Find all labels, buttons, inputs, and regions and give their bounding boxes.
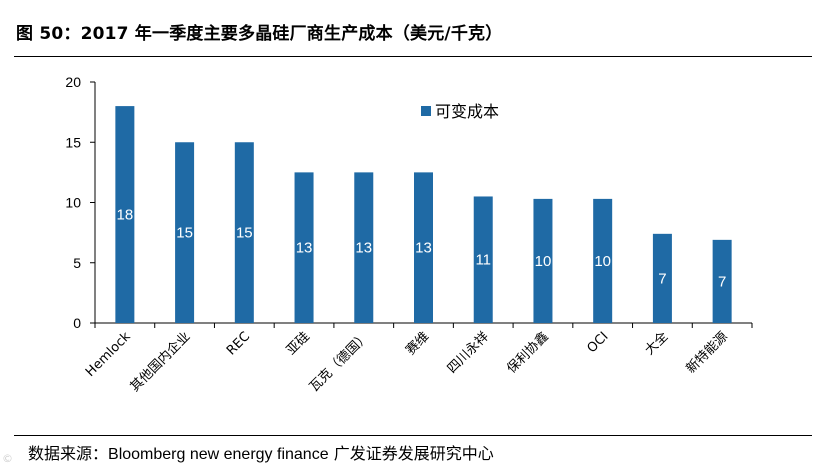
bars-group: [115, 106, 732, 323]
source-label: 数据来源：: [28, 444, 109, 463]
bar: [294, 172, 314, 323]
bar-data-label: 13: [415, 240, 432, 257]
figure-title: 图 50：2017 年一季度主要多晶硅厂商生产成本（美元/千克）: [16, 24, 503, 44]
legend-swatch: [421, 106, 431, 116]
x-tick-label: 四川永祥: [445, 329, 492, 376]
watermark-icon: ©: [2, 452, 13, 465]
bar: [115, 106, 135, 323]
bar-data-label: 13: [296, 240, 313, 257]
y-tick-label: 15: [65, 134, 81, 150]
data-labels-group: 18 15 15 13 13 13 11 10 10 7 7: [117, 207, 727, 291]
x-tick-label: 瓦克（德国）: [307, 329, 373, 395]
bar-chart: 0 5 10 15 20 18 15 15 13 13 13 11 10 10 7 7 Hemlock其他国…: [65, 74, 753, 395]
source-text: Bloomberg new energy finance: [108, 446, 329, 463]
bar-data-label: 7: [658, 270, 666, 287]
source-organization: 广发证券发展研究中心: [333, 444, 494, 463]
x-tick-label: 保利协鑫: [504, 329, 552, 377]
y-axis-ticks: 0 5 10 15 20: [65, 74, 95, 331]
y-tick-label: 0: [73, 315, 81, 331]
source-divider: [14, 435, 812, 436]
x-tick-label: OCI: [585, 329, 612, 356]
bar: [652, 233, 672, 323]
bar-data-label: 11: [475, 252, 491, 269]
bar-data-label: 10: [535, 253, 552, 270]
x-tick-label: 大全: [642, 329, 672, 359]
bar: [234, 142, 254, 323]
bar-data-label: 10: [594, 253, 611, 270]
bar: [175, 142, 195, 323]
bar-data-label: 13: [355, 240, 372, 257]
bar: [712, 239, 732, 323]
legend-label: 可变成本: [435, 102, 499, 121]
bar-data-label: 15: [236, 225, 253, 242]
x-tick-label: Hemlock: [83, 329, 134, 380]
legend: 可变成本: [421, 102, 499, 121]
bar-data-label: 7: [718, 273, 726, 290]
y-tick-label: 20: [65, 74, 81, 90]
x-tick-label: REC: [224, 329, 253, 358]
x-tick-label: 其他国内企业: [127, 329, 193, 395]
x-axis-tick-labels: Hemlock其他国内企业 REC 亚硅瓦克（德国） 赛维 四川永祥 保利协鑫 OCI 大全新…: [83, 323, 753, 395]
y-tick-label: 10: [65, 195, 81, 211]
bar: [414, 172, 433, 323]
bar-data-label: 15: [176, 225, 193, 242]
bar: [473, 196, 493, 323]
x-tick-label: 亚硅: [284, 329, 313, 358]
bar-data-label: 18: [117, 207, 134, 224]
source-note: 数据来源：Bloomberg new energy finance 广发证券发展…: [28, 440, 494, 464]
x-tick-label: 赛维: [403, 329, 433, 359]
y-tick-label: 5: [73, 255, 81, 271]
bar: [533, 198, 553, 323]
bar: [593, 198, 613, 323]
title-divider: [14, 56, 812, 57]
bar: [354, 172, 374, 323]
x-tick-label: 新特能源: [683, 329, 731, 377]
